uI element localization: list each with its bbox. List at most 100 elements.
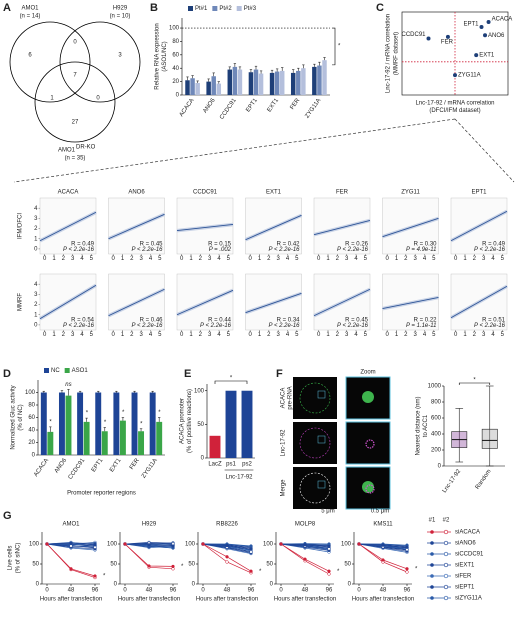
plot-title: FER	[336, 190, 349, 196]
significance: *	[338, 44, 341, 50]
series-marker	[249, 547, 253, 551]
x-tick-label: 5	[432, 332, 436, 338]
y-tick-label: 50	[266, 562, 273, 568]
significance: *	[104, 420, 107, 426]
series-marker	[69, 544, 73, 548]
fit-line	[39, 211, 97, 242]
set-name: AMO1	[21, 6, 39, 12]
point	[486, 19, 491, 24]
series-marker	[201, 542, 205, 546]
fit-line	[108, 288, 165, 317]
plot-title: EXT1	[266, 190, 282, 196]
y-tick-label: 4	[34, 282, 38, 288]
image-row-label: Merge	[281, 479, 287, 497]
x-tick-label: 5	[364, 332, 368, 338]
x-tick-label: 3	[208, 332, 212, 338]
x-tick-label: 3	[71, 332, 75, 338]
x-tick-label: 4	[423, 256, 427, 262]
x-tick-label: 3	[71, 256, 75, 262]
point	[479, 24, 484, 29]
x-tick-label: 0	[180, 256, 184, 262]
correlation-r: R = 0.45	[140, 242, 164, 248]
legend-label: Pt#2	[219, 6, 232, 12]
series-marker	[69, 567, 73, 571]
bar	[322, 60, 327, 95]
correlation-r: R = 0.45	[345, 318, 369, 324]
legend-marker	[443, 529, 449, 535]
panel-label: F	[276, 368, 283, 380]
fit-line	[382, 296, 439, 310]
fit-line	[313, 288, 371, 317]
series-marker	[123, 542, 127, 546]
y-tick-label: 50	[110, 562, 117, 568]
correlation-p: P = 1.1e-11	[406, 323, 437, 329]
bar	[131, 392, 138, 455]
x-tick-label: 4	[423, 332, 427, 338]
x-tick-label: 2	[404, 256, 408, 262]
venn-count: 6	[28, 53, 32, 59]
x-tick-label: 5	[227, 332, 231, 338]
significance: *	[103, 574, 106, 580]
fit-line	[176, 289, 234, 316]
panel-label: G	[3, 510, 12, 522]
row-label: MMRF	[18, 293, 24, 311]
y-tick-label: 50	[188, 562, 195, 568]
x-tick-label: 3	[139, 256, 143, 262]
chart-title: RB8226	[216, 522, 238, 528]
series-marker	[249, 544, 253, 548]
x-tick-label: 2	[336, 256, 340, 262]
x-tick-label: 1	[189, 256, 193, 262]
x-tick-label: 1	[258, 256, 262, 262]
nucleus-outline	[299, 472, 331, 504]
y-axis-label: Relative RNA expression	[155, 23, 161, 89]
venn-circle	[34, 61, 116, 143]
legend-marker	[443, 562, 449, 568]
set-name: AMO1	[58, 148, 76, 154]
bar	[190, 78, 195, 95]
correlation-r: R = 0.34	[277, 318, 301, 324]
venn-count: 0	[96, 96, 100, 102]
y-tick-label: 60	[28, 415, 35, 421]
y-tick-label: 20	[28, 440, 35, 446]
bar	[248, 72, 254, 95]
x-tick-label: 0	[357, 588, 361, 594]
x-tick-label: ACACA	[179, 98, 196, 118]
x-tick-label: EPT1	[91, 457, 105, 473]
x-tick-label: 2	[199, 256, 203, 262]
x-tick-label: 4	[491, 256, 495, 262]
point-label: ZYG11A	[458, 73, 481, 79]
x-tick-label: 0	[385, 332, 389, 338]
x-axis-label: Hours after transfection	[118, 597, 180, 603]
legend-marker	[430, 541, 434, 545]
plot-title: CCDC91	[193, 190, 218, 196]
legend-marker	[443, 540, 449, 546]
y-tick-label: 20	[172, 79, 179, 85]
bar	[279, 70, 285, 95]
x-axis-label: Hours after transfection	[352, 597, 414, 603]
x-tick-label: 0	[43, 332, 47, 338]
x-tick-label: ps1	[226, 462, 236, 468]
bar	[65, 395, 72, 455]
bar	[149, 392, 156, 455]
fit-line	[245, 214, 302, 241]
correlation-r: R = 0.26	[345, 242, 369, 248]
zoom-region	[317, 480, 326, 489]
series-marker	[171, 544, 175, 548]
micrograph	[293, 467, 337, 509]
correlation-p: P < 2.2e-16	[269, 323, 301, 329]
x-tick-label: Random	[475, 469, 493, 491]
significance: *	[49, 419, 52, 425]
venn-circle	[9, 21, 91, 103]
x-axis-label: Hours after transfection	[274, 597, 336, 603]
x-tick-label: 1	[258, 332, 262, 338]
correlation-p: P < 2.2e-16	[132, 323, 164, 329]
x-tick-label: 0	[201, 588, 205, 594]
x-tick-label: 3	[413, 256, 417, 262]
bar	[225, 390, 237, 458]
correlation-r: R = 0.51	[482, 318, 506, 324]
y-tick-label: 0	[36, 582, 40, 588]
zoom-label: Zoom	[360, 370, 375, 376]
point-label: FER	[441, 39, 454, 45]
panel-label: C	[376, 2, 384, 14]
y-axis-label: (% of NC)	[18, 404, 24, 430]
